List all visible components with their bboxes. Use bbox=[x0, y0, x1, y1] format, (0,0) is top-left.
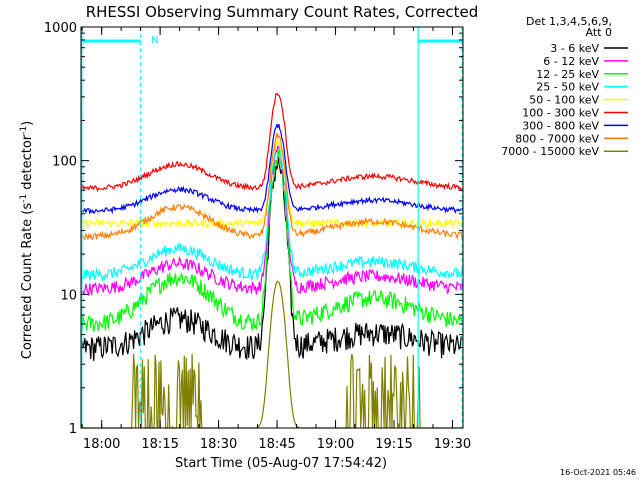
y-axis-label-part: detector bbox=[20, 134, 35, 194]
plot-frame bbox=[80, 26, 464, 429]
orbit-overlay: N bbox=[81, 27, 463, 428]
series-line bbox=[80, 142, 464, 283]
y-axis-label: Corrected Count Rate (s-1 detector-1) bbox=[19, 121, 35, 359]
y-tick-label: 1 bbox=[69, 422, 77, 437]
legend-label: 50 - 100 keV bbox=[529, 94, 599, 107]
y-axis-label-part: Corrected Count Rate (s bbox=[20, 203, 35, 360]
series-line bbox=[80, 150, 464, 332]
night-marker-label: N bbox=[151, 35, 158, 46]
plot-area bbox=[80, 92, 464, 429]
legend-label: 800 - 7000 keV bbox=[515, 132, 599, 145]
x-tick-label: 18:15 bbox=[141, 437, 178, 452]
x-tick-label: 19:30 bbox=[434, 437, 471, 452]
y-axis-label-sup: -1 bbox=[19, 194, 29, 203]
series-line bbox=[80, 132, 464, 241]
series-line bbox=[80, 92, 464, 193]
legend-label: 7000 - 15000 keV bbox=[501, 145, 599, 158]
x-tick-label: 19:15 bbox=[375, 437, 412, 452]
legend-label: 300 - 800 keV bbox=[522, 119, 599, 132]
x-tick-label: 18:30 bbox=[200, 437, 237, 452]
x-tick-label: 18:45 bbox=[258, 437, 295, 452]
legend-label: 25 - 50 keV bbox=[536, 81, 599, 94]
legend-label: 100 - 300 keV bbox=[522, 107, 599, 120]
series-line bbox=[80, 123, 464, 215]
legend-label: 3 - 6 keV bbox=[550, 42, 599, 55]
x-axis-label: Start Time (05-Aug-07 17:54:42) bbox=[175, 456, 387, 471]
y-axis-label-part: ) bbox=[20, 121, 35, 126]
legend-label: 6 - 12 keV bbox=[543, 55, 599, 68]
y-tick-label: 10 bbox=[60, 288, 77, 303]
y-axis-label-sup: -1 bbox=[19, 126, 29, 135]
x-tick-label: 19:00 bbox=[317, 437, 354, 452]
legend-header: Att 0 bbox=[586, 26, 612, 39]
chart-title: RHESSI Observing Summary Count Rates, Co… bbox=[86, 3, 479, 21]
legend-header: Det 1,3,4,5,6,9, bbox=[526, 15, 612, 28]
generated-timestamp: 16-Oct-2021 05:46 bbox=[560, 468, 636, 477]
legend-label: 12 - 25 keV bbox=[536, 68, 599, 81]
frame-rect bbox=[80, 26, 464, 429]
y-tick-label: 1000 bbox=[44, 21, 77, 36]
x-axis: 18:00 18:15 18:30 18:45 19:00 19:15 19:30 bbox=[81, 27, 471, 452]
series-line bbox=[81, 280, 463, 429]
x-tick-label: 18:00 bbox=[83, 437, 120, 452]
y-axis: 1 10 100 1000 bbox=[44, 21, 463, 437]
y-tick-label: 100 bbox=[52, 155, 77, 170]
